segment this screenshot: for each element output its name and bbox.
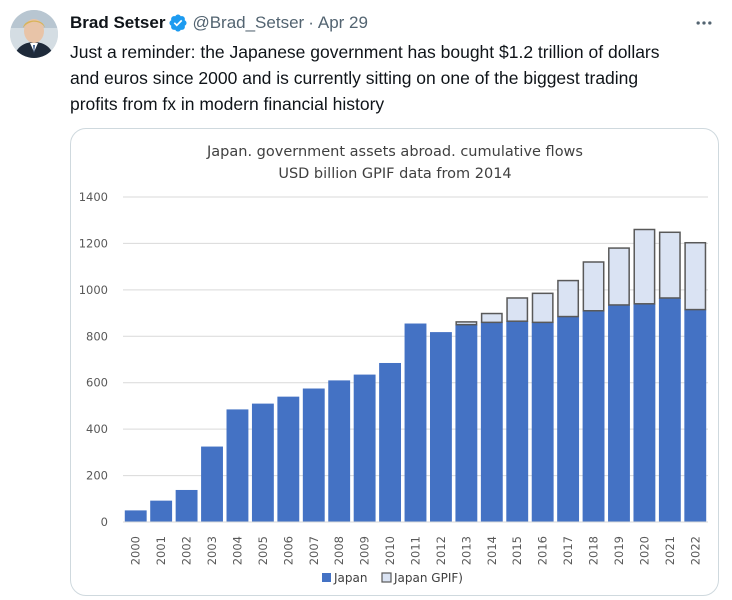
tweet-date[interactable]: Apr 29 [317, 13, 368, 32]
tweet-media-chart[interactable]: Japan. government assets abroad. cumulat… [70, 128, 719, 596]
x-tick-label: 2004 [230, 536, 244, 565]
bar-japan [684, 309, 707, 522]
bar-japan [455, 324, 478, 522]
y-tick-label: 600 [86, 376, 108, 390]
author-handle[interactable]: @Brad_Setser [192, 13, 305, 32]
avatar-image [10, 10, 58, 58]
bar-japan-gpif [531, 292, 554, 324]
separator-dot: · [308, 13, 314, 32]
x-tick-label: 2003 [205, 536, 219, 565]
bar-japan [201, 446, 223, 522]
chart-subtitle: USD billion GPIF data from 2014 [278, 166, 511, 182]
x-tick-label: 2011 [409, 536, 423, 565]
chart-title: Japan. government assets abroad. cumulat… [206, 144, 583, 160]
y-axis: 0 200 400 600 800 1000 1200 1400 [79, 190, 108, 529]
bar-japan-gpif [582, 261, 605, 312]
x-tick-label: 2017 [561, 536, 575, 565]
x-tick-label: 2016 [536, 536, 550, 565]
bar-japan [531, 322, 554, 522]
bar-japan [124, 510, 147, 522]
x-tick-label: 2014 [485, 536, 499, 565]
legend-swatch-gpif [381, 572, 392, 583]
y-tick-label: 1400 [79, 190, 108, 204]
x-tick-label: 2019 [612, 536, 626, 565]
y-tick-label: 0 [101, 515, 108, 529]
y-tick-label: 200 [86, 469, 108, 483]
bar-japan [658, 297, 681, 522]
bar-japan [379, 362, 402, 522]
bar-japan [175, 489, 198, 522]
bar-japan [302, 388, 325, 522]
legend-label-japan: Japan [333, 571, 367, 585]
tweet-text: Just a reminder: the Japanese government… [70, 42, 660, 114]
bar-japan [429, 332, 452, 522]
bar-japan [608, 304, 630, 522]
bar-japan-gpif [557, 279, 580, 318]
bar-japan-gpif [684, 241, 707, 311]
bar-japan-gpif [608, 247, 630, 306]
x-tick-label: 2002 [180, 536, 194, 565]
author-name[interactable]: Brad Setser [70, 13, 166, 32]
bar-japan [353, 374, 376, 522]
bar-japan [277, 396, 300, 522]
bar-japan [557, 316, 580, 522]
x-tick-label: 2006 [281, 536, 295, 565]
bar-japan [480, 322, 503, 522]
bar-japan [633, 303, 656, 522]
x-tick-label: 2008 [332, 536, 346, 565]
bar-japan [150, 500, 173, 522]
y-tick-label: 1200 [79, 236, 108, 250]
avatar[interactable] [10, 10, 58, 58]
x-tick-label: 2012 [434, 536, 448, 565]
bar-japan [506, 321, 529, 522]
bars [124, 228, 707, 522]
legend: Japan Japan GPIF) [322, 571, 463, 585]
x-axis: 2000 2001 2002 2003 2004 2005 2006 2007 2008 2009… [123, 521, 708, 565]
y-tick-label: 1000 [79, 283, 108, 297]
x-tick-label: 2010 [383, 536, 397, 565]
bar-japan [582, 310, 605, 522]
bar-japan-gpif [658, 231, 681, 299]
x-tick-label: 2018 [587, 536, 601, 565]
x-tick-label: 2009 [358, 536, 372, 565]
bar-japan [251, 403, 274, 522]
x-tick-label: 2015 [510, 536, 524, 565]
x-tick-label: 2000 [129, 536, 143, 565]
bar-japan-gpif [480, 312, 503, 324]
bar-japan [226, 409, 249, 522]
verified-badge-icon [168, 13, 188, 33]
bar-japan [404, 323, 427, 522]
more-options-icon[interactable] [690, 12, 718, 34]
x-tick-label: 2020 [637, 536, 651, 565]
x-tick-label: 2021 [663, 536, 677, 565]
x-tick-label: 2007 [307, 536, 321, 565]
x-tick-label: 2013 [459, 536, 473, 565]
bar-japan-gpif [633, 228, 656, 305]
bar-chart: Japan. government assets abroad. cumulat… [79, 144, 708, 585]
y-tick-label: 400 [86, 422, 108, 436]
bar-japan-gpif [455, 321, 478, 326]
x-tick-label: 2001 [154, 536, 168, 565]
y-tick-label: 800 [86, 329, 108, 343]
bar-japan [328, 380, 351, 522]
bar-japan-gpif [506, 297, 529, 322]
legend-swatch-japan [322, 573, 331, 582]
x-tick-label: 2022 [688, 536, 702, 565]
tweet-header: Brad Setser @Brad_Setser · Apr 29 [70, 12, 718, 34]
x-tick-label: 2005 [256, 536, 270, 565]
legend-label-gpif: Japan GPIF) [393, 571, 463, 585]
